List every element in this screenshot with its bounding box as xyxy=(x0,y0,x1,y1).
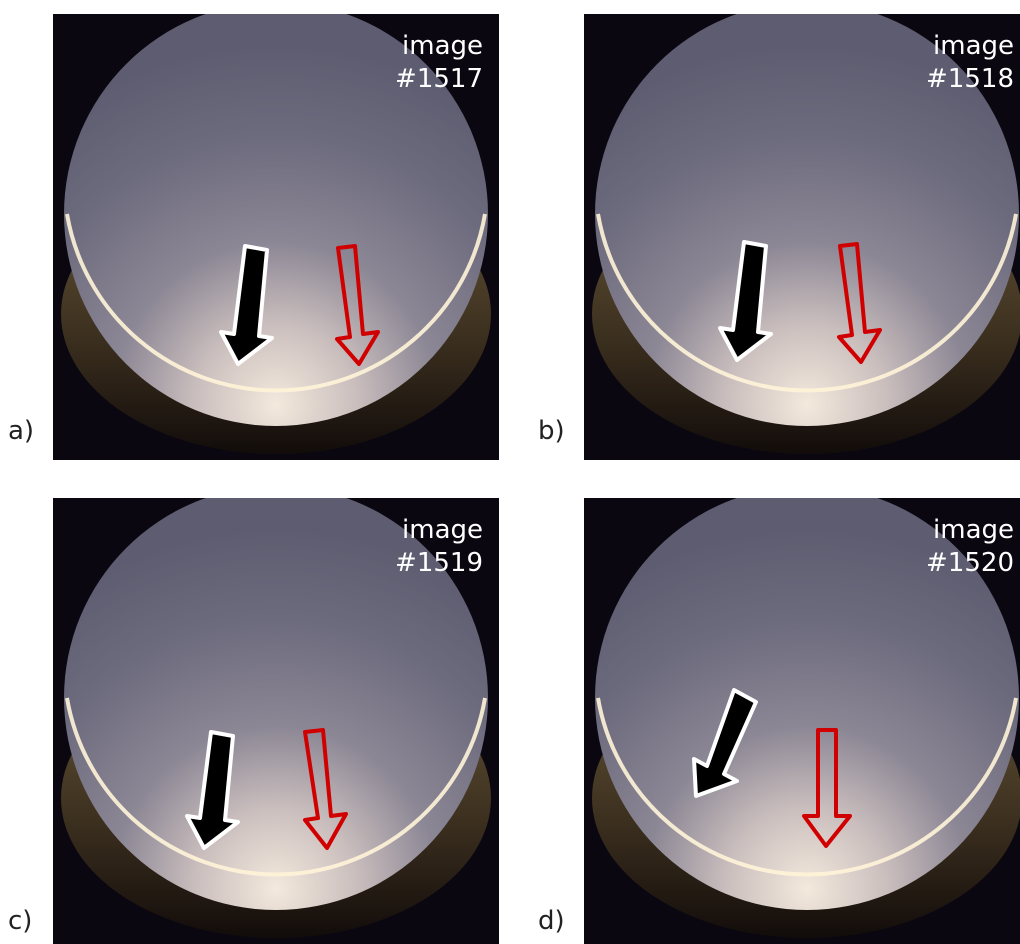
panel-label-d: d) xyxy=(538,906,565,936)
fisheye-scene-d xyxy=(592,498,1020,938)
black-arrow-icon xyxy=(219,244,274,366)
image-caption-c: image #1519 xyxy=(395,514,483,581)
image-caption-b: image #1518 xyxy=(926,30,1014,97)
caption-line-1: image xyxy=(402,31,483,61)
panel-label-a: a) xyxy=(8,416,35,446)
caption-line-1: image xyxy=(933,515,1014,545)
red-outline-arrow-icon xyxy=(837,242,882,364)
panel-label-c: c) xyxy=(8,906,33,936)
fisheye-scene-b xyxy=(592,14,1020,454)
black-arrow-icon xyxy=(692,688,758,798)
panel-label-b: b) xyxy=(538,416,565,446)
caption-line-2: #1518 xyxy=(926,64,1014,95)
caption-line-2: #1517 xyxy=(395,64,483,95)
black-arrow-icon xyxy=(185,730,240,850)
fisheye-photo-b: image #1518 xyxy=(584,14,1020,460)
caption-line-1: image xyxy=(933,31,1014,61)
fisheye-photo-a: image #1517 xyxy=(53,14,499,460)
fisheye-scene-a xyxy=(61,14,491,454)
red-outline-arrow-icon xyxy=(303,728,348,850)
caption-line-1: image xyxy=(402,515,483,545)
red-outline-arrow-icon xyxy=(802,728,852,848)
fisheye-photo-d: image #1520 xyxy=(584,498,1020,944)
image-caption-a: image #1517 xyxy=(395,30,483,97)
fisheye-photo-c: image #1519 xyxy=(53,498,499,944)
image-caption-d: image #1520 xyxy=(926,514,1014,581)
caption-line-2: #1519 xyxy=(395,548,483,579)
caption-line-2: #1520 xyxy=(926,548,1014,579)
red-outline-arrow-icon xyxy=(335,244,380,366)
fisheye-scene-c xyxy=(61,498,491,938)
black-arrow-icon xyxy=(718,240,773,362)
